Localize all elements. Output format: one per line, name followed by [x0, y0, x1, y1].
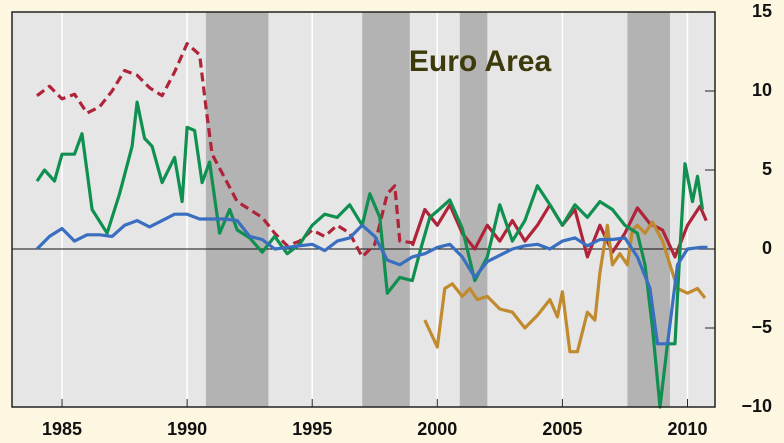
series-line [35, 100, 705, 409]
x-tick-label: 2005 [542, 419, 582, 439]
series-line [36, 42, 413, 259]
series-line [423, 220, 707, 354]
plot-border [11, 11, 716, 408]
y-tick-label: 10 [752, 80, 772, 100]
chart-title: Euro Area [409, 45, 552, 78]
shaded-period [362, 12, 410, 407]
x-tick-label: 1995 [292, 419, 332, 439]
series-line [35, 212, 708, 346]
shaded-period [459, 12, 488, 407]
y-tick-label: −5 [751, 317, 772, 337]
x-tick-label: 2000 [417, 419, 457, 439]
y-tick-label: 5 [762, 159, 772, 179]
shaded-period [627, 12, 670, 407]
x-tick-label: 2010 [667, 419, 707, 439]
x-tick-label: 1985 [42, 419, 82, 439]
y-tick-label: −10 [741, 396, 772, 416]
plot-layer [12, 11, 715, 409]
x-tick-label: 1990 [167, 419, 207, 439]
y-tick-label: 15 [752, 1, 772, 21]
y-tick-label: 0 [762, 238, 772, 258]
